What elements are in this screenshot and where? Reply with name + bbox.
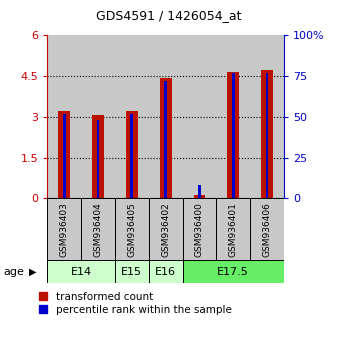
Bar: [149, 35, 183, 198]
Bar: [115, 35, 149, 198]
Bar: [183, 35, 216, 198]
FancyBboxPatch shape: [47, 260, 115, 283]
Bar: [92, 115, 104, 198]
Bar: [58, 112, 70, 198]
Bar: [216, 35, 250, 198]
Text: E16: E16: [155, 267, 176, 277]
FancyBboxPatch shape: [81, 198, 115, 260]
Bar: [63, 114, 66, 198]
Text: GSM936401: GSM936401: [229, 202, 238, 257]
Bar: [227, 72, 239, 198]
Text: GSM936405: GSM936405: [127, 202, 136, 257]
FancyBboxPatch shape: [115, 260, 149, 283]
Bar: [160, 78, 172, 198]
Bar: [47, 35, 81, 198]
Text: GDS4591 / 1426054_at: GDS4591 / 1426054_at: [96, 9, 242, 22]
Bar: [250, 35, 284, 198]
Bar: [97, 120, 99, 198]
Text: E14: E14: [71, 267, 92, 277]
Text: age: age: [3, 267, 24, 277]
FancyBboxPatch shape: [216, 198, 250, 260]
Text: E15: E15: [121, 267, 142, 277]
FancyBboxPatch shape: [115, 198, 149, 260]
Bar: [81, 35, 115, 198]
FancyBboxPatch shape: [149, 260, 183, 283]
Bar: [164, 81, 167, 198]
Text: ▶: ▶: [29, 267, 36, 277]
Text: GSM936403: GSM936403: [60, 202, 69, 257]
Bar: [126, 112, 138, 198]
FancyBboxPatch shape: [149, 198, 183, 260]
Bar: [198, 185, 201, 198]
Bar: [232, 73, 235, 198]
Text: GSM936400: GSM936400: [195, 202, 204, 257]
FancyBboxPatch shape: [47, 198, 81, 260]
Bar: [266, 73, 268, 198]
Bar: [194, 195, 206, 198]
FancyBboxPatch shape: [183, 198, 216, 260]
FancyBboxPatch shape: [250, 198, 284, 260]
Text: GSM936404: GSM936404: [94, 202, 102, 257]
Bar: [261, 70, 273, 198]
FancyBboxPatch shape: [183, 260, 284, 283]
Text: GSM936402: GSM936402: [161, 202, 170, 257]
Text: E17.5: E17.5: [217, 267, 249, 277]
Bar: [130, 114, 133, 198]
Legend: transformed count, percentile rank within the sample: transformed count, percentile rank withi…: [39, 292, 232, 315]
Text: GSM936406: GSM936406: [263, 202, 271, 257]
